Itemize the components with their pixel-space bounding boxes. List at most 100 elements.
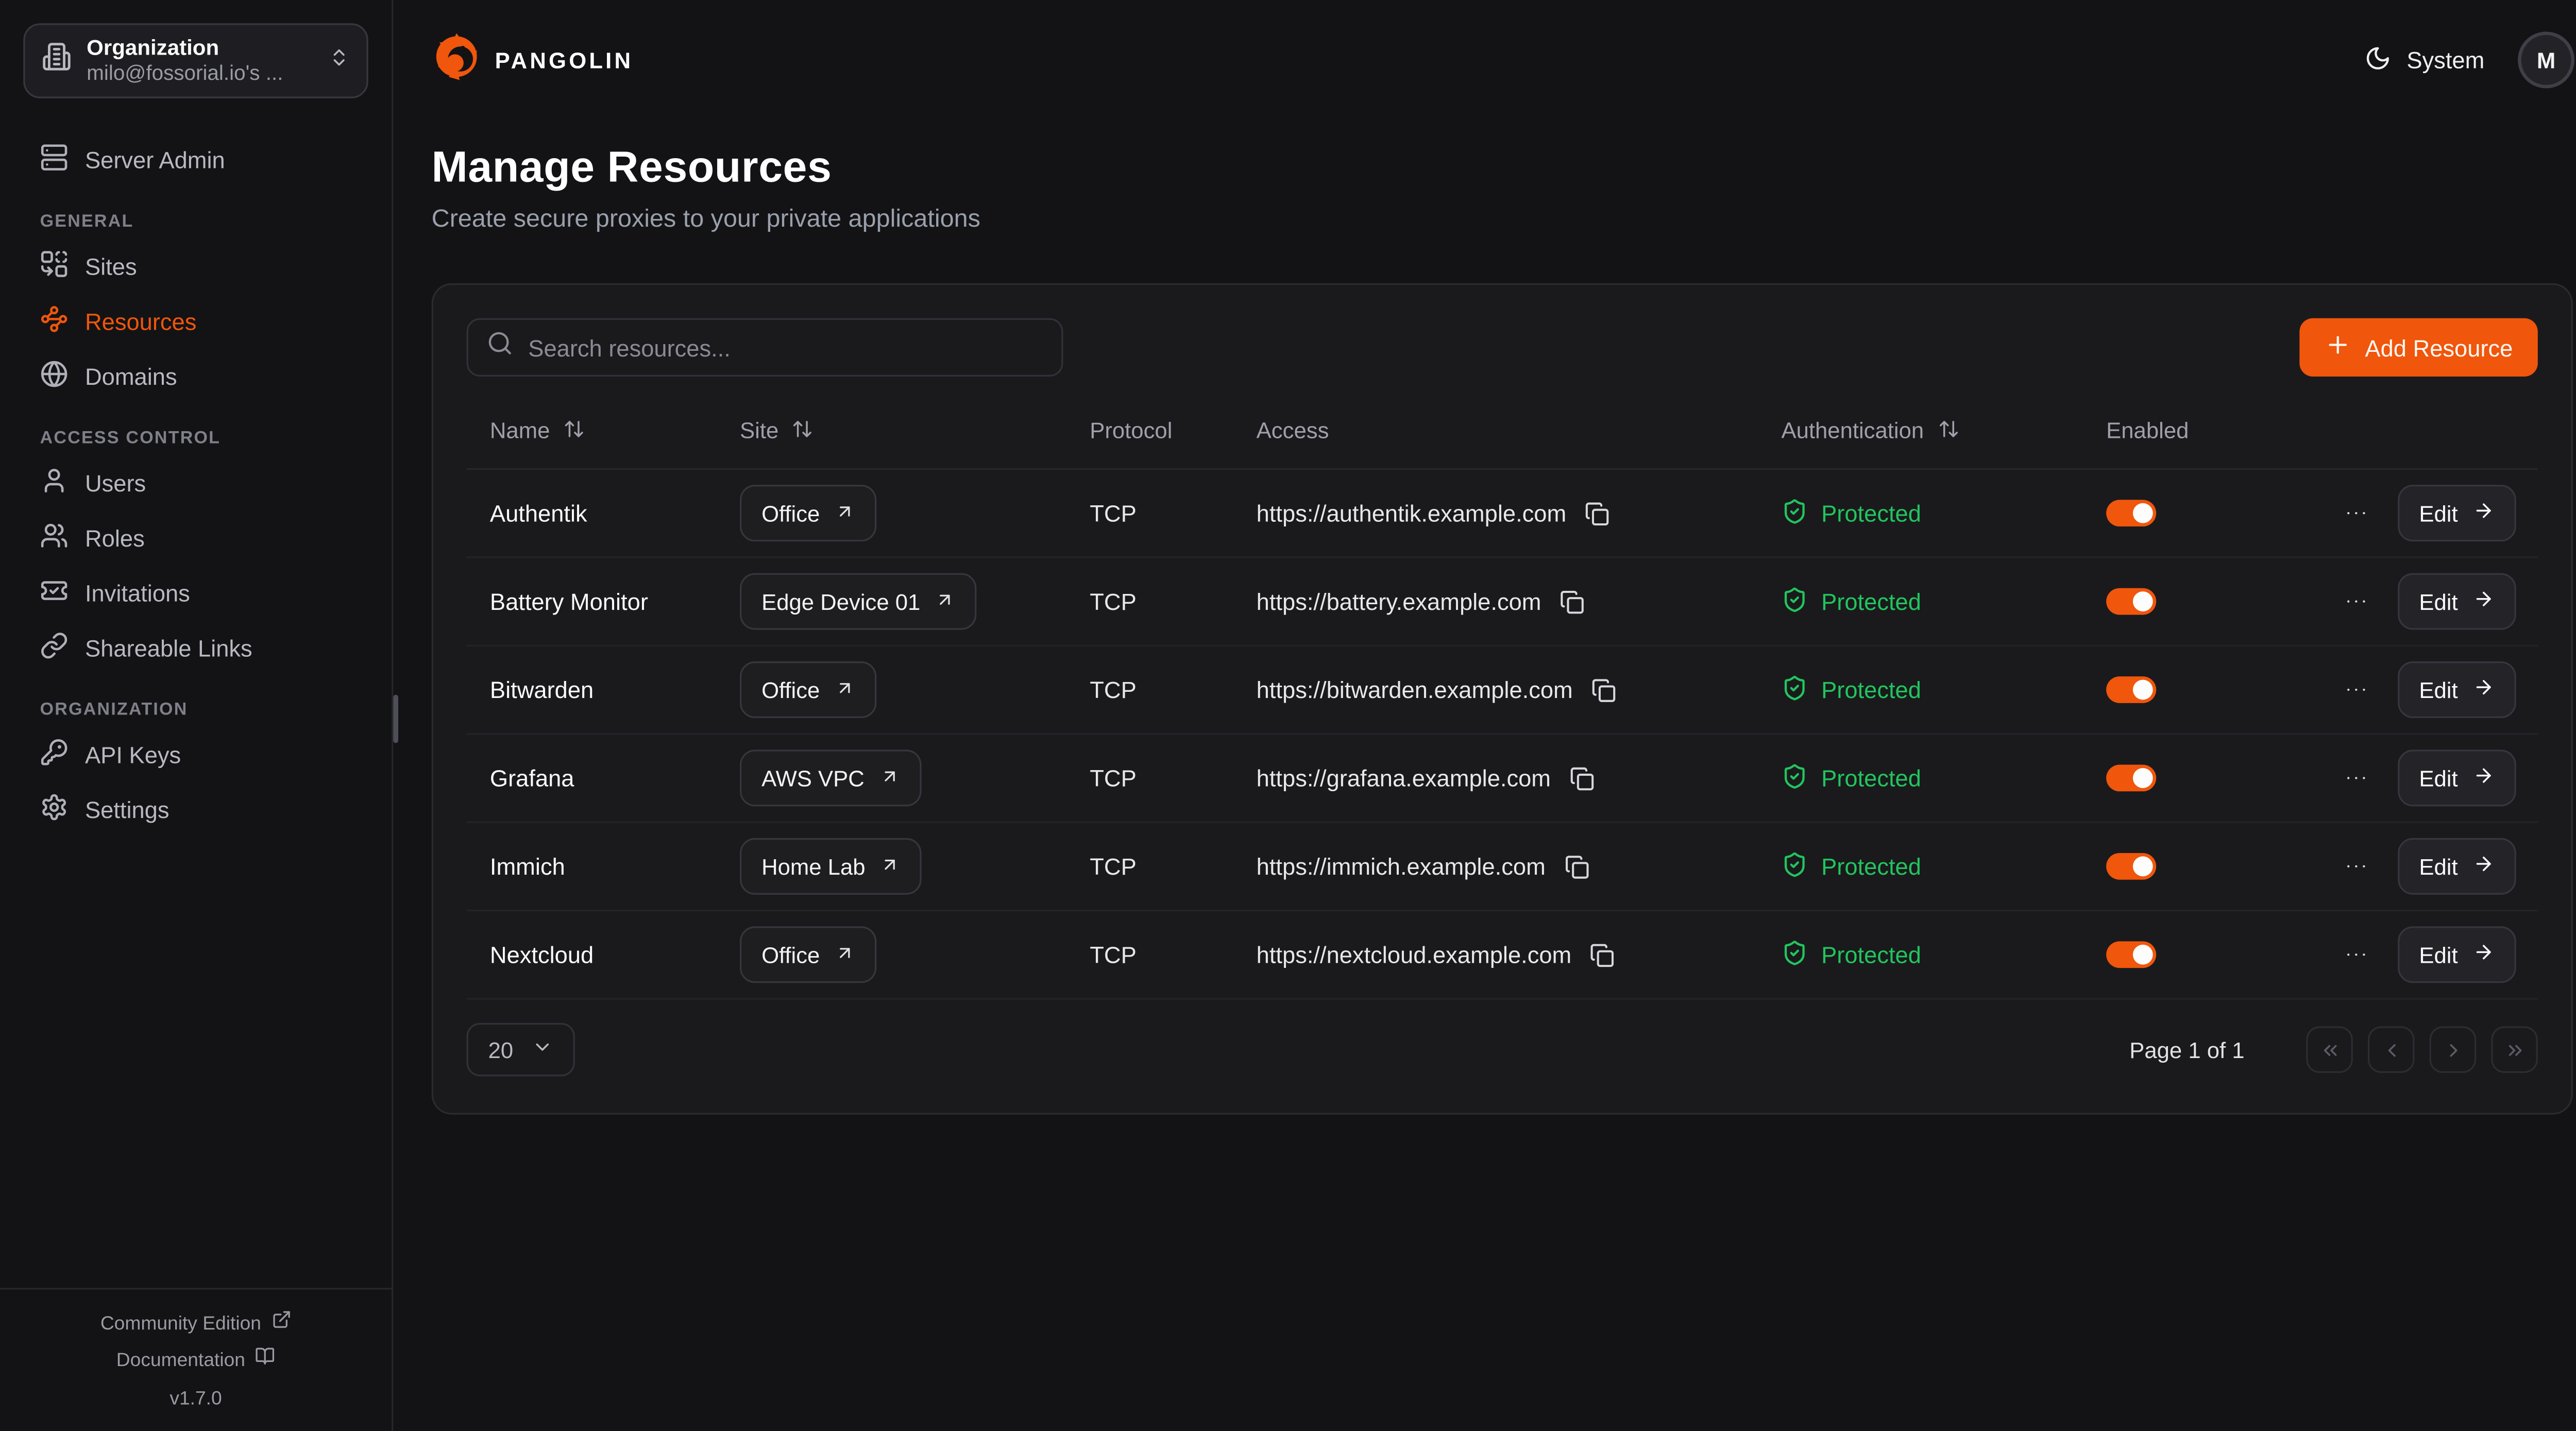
sidebar-item-settings[interactable]: Settings [23, 781, 368, 837]
search-input[interactable] [528, 334, 1043, 361]
row-menu-button[interactable] [2343, 853, 2369, 880]
copy-url-button[interactable] [1591, 677, 1616, 703]
edit-button[interactable]: Edit [2397, 926, 2516, 983]
link-icon [40, 631, 69, 664]
sort-icon[interactable] [792, 417, 814, 444]
resource-protocol: TCP [1090, 853, 1137, 880]
copy-url-button[interactable] [1590, 942, 1615, 967]
auth-status-badge: Protected [1758, 762, 2083, 794]
first-page-button[interactable] [2306, 1026, 2353, 1073]
sidebar-item-resources[interactable]: Resources [23, 293, 368, 348]
enabled-toggle[interactable] [2106, 941, 2157, 968]
avatar[interactable]: M [2518, 31, 2574, 89]
enabled-toggle[interactable] [2106, 500, 2157, 527]
edit-button[interactable]: Edit [2397, 661, 2516, 718]
sidebar-item-invitations[interactable]: Invitations [23, 565, 368, 620]
column-header-name: Name [467, 417, 717, 444]
org-switcher[interactable]: Organization milo@fossorial.io's ... [23, 23, 368, 98]
sidebar-item-domains[interactable]: Domains [23, 348, 368, 403]
arrow-right-icon [2473, 765, 2495, 792]
sidebar-item-api-keys[interactable]: API Keys [23, 726, 368, 781]
previous-page-button[interactable] [2367, 1026, 2415, 1073]
row-menu-button[interactable] [2343, 676, 2369, 703]
arrow-up-right-icon [880, 854, 901, 879]
auth-status-badge: Protected [1758, 850, 2083, 882]
users-icon [40, 521, 69, 554]
sidebar-item-shareable-links[interactable]: Shareable Links [23, 620, 368, 675]
theme-selector[interactable]: System [2365, 44, 2484, 76]
copy-url-button[interactable] [1585, 501, 1610, 526]
copy-url-button[interactable] [1569, 765, 1595, 791]
resource-url: https://authentik.example.com [1256, 500, 1567, 527]
sidebar-item-roles[interactable]: Roles [23, 510, 368, 565]
auth-status-badge: Protected [1758, 497, 2083, 529]
edit-button[interactable]: Edit [2397, 485, 2516, 542]
row-menu-button[interactable] [2343, 941, 2369, 968]
resource-name: Bitwarden [489, 676, 594, 703]
site-link-button[interactable]: Office [740, 485, 877, 542]
auth-status-badge: Protected [1758, 674, 2083, 705]
brand-name: PANGOLIN [495, 47, 634, 73]
row-menu-button[interactable] [2343, 588, 2369, 615]
pangolin-logo-icon [432, 31, 482, 89]
column-header-enabled: Enabled [2106, 418, 2189, 444]
site-link-button[interactable]: Edge Device 01 [740, 573, 977, 630]
enabled-toggle[interactable] [2106, 676, 2157, 703]
last-page-button[interactable] [2491, 1026, 2538, 1073]
theme-label: System [2406, 46, 2485, 74]
site-link-button[interactable]: Office [740, 926, 877, 983]
edit-button[interactable]: Edit [2397, 749, 2516, 807]
edit-button[interactable]: Edit [2397, 838, 2516, 895]
sidebar-item-label: Domains [84, 362, 177, 389]
enabled-toggle[interactable] [2106, 588, 2157, 615]
shield-check-icon [1781, 939, 1808, 970]
arrow-right-icon [2473, 588, 2495, 615]
sidebar-item-server-admin[interactable]: Server Admin [23, 132, 368, 187]
copy-url-button[interactable] [1564, 854, 1589, 879]
column-header-protocol: Protocol [1090, 418, 1173, 444]
sort-icon[interactable] [1937, 417, 1959, 444]
add-resource-button[interactable]: Add Resource [2300, 318, 2538, 377]
sidebar-item-users[interactable]: Users [23, 455, 368, 510]
moon-icon [2365, 44, 2392, 76]
brand: PANGOLIN [432, 31, 634, 89]
table-header: Name Site Protocol Access Authentication… [466, 393, 2538, 470]
server-icon [40, 143, 69, 176]
resource-name: Immich [489, 853, 565, 880]
row-menu-button[interactable] [2343, 765, 2369, 792]
resource-protocol: TCP [1090, 588, 1137, 615]
documentation-link[interactable]: Documentation [0, 1343, 392, 1381]
site-link-button[interactable]: AWS VPC [740, 749, 921, 807]
resource-protocol: TCP [1090, 941, 1137, 968]
arrow-right-icon [2473, 500, 2495, 526]
arrow-right-icon [2473, 941, 2495, 968]
pagination: 20 Page 1 of 1 [466, 1023, 2538, 1077]
user-icon [40, 466, 69, 499]
org-switcher-label: Organization [87, 35, 219, 60]
globe-icon [40, 359, 69, 393]
enabled-toggle[interactable] [2106, 764, 2157, 792]
edit-button[interactable]: Edit [2397, 573, 2516, 630]
arrow-right-icon [2473, 853, 2495, 880]
next-page-button[interactable] [2429, 1026, 2477, 1073]
version-label: v1.7.0 [170, 1388, 222, 1409]
sidebar-resize-handle[interactable] [393, 694, 398, 743]
sort-icon[interactable] [563, 417, 585, 444]
community-edition-link[interactable]: Community Edition [0, 1305, 392, 1343]
chevron-down-icon [532, 1036, 553, 1063]
table-row: Bitwarden Office TCP https://bitwarden.e… [466, 646, 2538, 735]
copy-url-button[interactable] [1560, 589, 1585, 614]
sidebar-item-label: Resources [84, 307, 197, 334]
site-link-button[interactable]: Home Lab [740, 838, 922, 895]
key-icon [40, 737, 69, 771]
site-link-button[interactable]: Office [740, 661, 877, 718]
shield-check-icon [1781, 674, 1808, 705]
enabled-toggle[interactable] [2106, 853, 2157, 880]
arrow-up-right-icon [935, 589, 955, 614]
ticket-check-icon [40, 575, 69, 609]
row-menu-button[interactable] [2343, 500, 2369, 526]
shield-check-icon [1781, 762, 1808, 794]
resources-card: Add Resource Name Site Protocol Access A… [431, 283, 2573, 1115]
page-size-select[interactable]: 20 [466, 1023, 575, 1077]
sidebar-item-sites[interactable]: Sites [23, 238, 368, 294]
